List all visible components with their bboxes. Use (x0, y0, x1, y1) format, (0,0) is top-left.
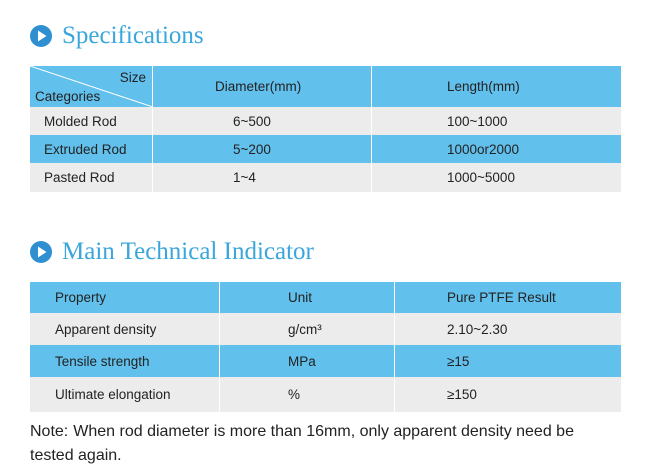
table-cell: Apparent density (30, 313, 220, 345)
header-text: Categories (35, 89, 101, 104)
diagonal-cell: Size Categories (30, 66, 153, 107)
cell-text: 1000~5000 (447, 170, 515, 185)
table-row: Apparent density g/cm³ 2.10~2.30 (30, 313, 621, 345)
table-row: Molded Rod 6~500 100~1000 (30, 107, 621, 135)
table-cell: MPa (220, 345, 395, 377)
cell-text: 1000or2000 (447, 141, 520, 157)
table-row: Extruded Rod 5~200 1000or2000 (30, 135, 621, 163)
table-row: Tensile strength MPa ≥15 (30, 345, 621, 377)
header-cell: Property (30, 282, 220, 313)
bullet-icon (30, 241, 52, 263)
cell-text: Tensile strength (55, 353, 150, 369)
table-row: Ultimate elongation% ≥150 (30, 377, 621, 412)
cell-text: Extruded Rod (44, 141, 127, 157)
spec-table: Size Categories Diameter(mm) Length(mm) … (30, 66, 621, 192)
cell-text: Molded Rod (44, 113, 117, 129)
cell-text: 1~4 (233, 170, 256, 185)
header-cell: Length(mm) (372, 66, 621, 107)
cell-text: g/cm³ (288, 321, 322, 337)
header-row: Property Unit Pure PTFE Result (30, 282, 621, 313)
table-cell: Extruded Rod (30, 135, 153, 163)
cell-text: ≥150 (447, 387, 477, 402)
table-cell: 2.10~2.30 (395, 313, 621, 345)
cell-text: 5~200 (233, 141, 271, 157)
note-label: Note: (30, 423, 69, 440)
heading-text: Specifications (62, 22, 204, 49)
header-cell: Pure PTFE Result (395, 282, 621, 313)
cell-text: ≥15 (447, 353, 470, 369)
table-cell: Tensile strength (30, 345, 220, 377)
header-cell: Unit (220, 282, 395, 313)
table-cell: ≥15 (395, 345, 621, 377)
table-cell: g/cm³ (220, 313, 395, 345)
table-cell: Pasted Rod (30, 163, 153, 192)
table-row: Pasted Rod 1~4 1000~5000 (30, 163, 621, 192)
table-cell: 1000~5000 (372, 163, 621, 192)
table-cell: 6~500 (153, 107, 372, 135)
table-cell: 5~200 (153, 135, 372, 163)
cell-text: Pasted Rod (44, 170, 115, 185)
table-cell: 1~4 (153, 163, 372, 192)
table-cell: 1000or2000 (372, 135, 621, 163)
section-heading: Main Technical Indicator (30, 238, 314, 266)
cell-text: % (288, 387, 301, 402)
cell-text: 2.10~2.30 (447, 321, 508, 337)
header-row: Size Categories Diameter(mm) Length(mm) (30, 66, 621, 107)
cell-text: Apparent density (55, 321, 157, 337)
table-cell: Ultimate elongation (30, 377, 220, 412)
cell-text: MPa (288, 353, 316, 369)
note-text: When rod diameter is more than 16mm, onl… (30, 423, 574, 464)
cell-text: 100~1000 (447, 113, 508, 129)
heading-text: Main Technical Indicator (62, 238, 314, 265)
bullet-icon (30, 25, 52, 47)
header-text: Size (119, 70, 146, 85)
cell-text: Pure PTFE Result (447, 290, 556, 305)
table-cell: % (220, 377, 395, 412)
table-cell: 100~1000 (372, 107, 621, 135)
header-cell: Diameter(mm) (153, 66, 372, 107)
table-cell: ≥150 (395, 377, 621, 412)
indicator-table: Property Unit Pure PTFE Result Apparent den… (30, 282, 621, 412)
cell-text: Property (55, 290, 107, 305)
cell-text: Ultimate elongation (55, 387, 171, 402)
section-heading: Specifications (30, 22, 204, 50)
cell-text: Unit (288, 290, 313, 305)
header-text: Diameter(mm) (215, 79, 302, 94)
cell-text: 6~500 (233, 113, 271, 129)
note: Note: When rod diameter is more than 16mm… (30, 420, 610, 468)
header-text: Length(mm) (447, 79, 520, 94)
table-cell: Molded Rod (30, 107, 153, 135)
